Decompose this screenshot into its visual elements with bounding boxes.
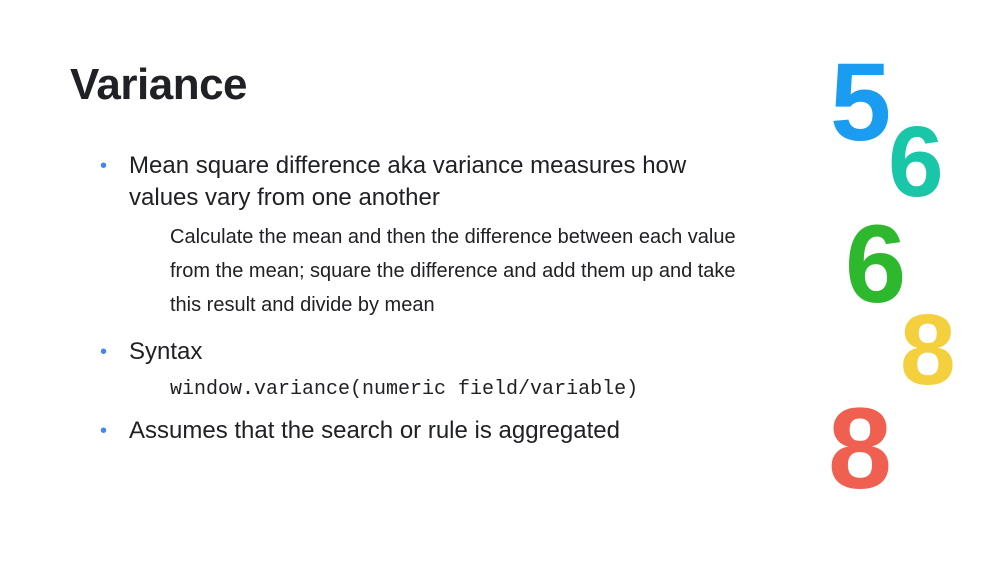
code-syntax: window.variance(numeric field/variable) [170, 378, 760, 401]
bullet-text: Assumes that the search or rule is aggre… [129, 415, 620, 447]
decorative-number-5: 5 [830, 48, 891, 158]
decorative-number-6: 6 [888, 112, 944, 212]
bullet-marker: • [100, 415, 107, 447]
slide-content: • Mean square difference aka variance me… [100, 150, 760, 453]
bullet-text: Mean square difference aka variance meas… [129, 150, 760, 214]
bullet-text: Syntax [129, 336, 202, 368]
bullet-item: • Mean square difference aka variance me… [100, 150, 760, 214]
decorative-number-8: 8 [828, 392, 892, 507]
slide: Variance • Mean square difference aka va… [0, 0, 999, 562]
bullet-subtext: Calculate the mean and then the differen… [170, 220, 760, 322]
decorative-number-8: 8 [900, 300, 956, 400]
bullet-item: • Syntax [100, 336, 760, 368]
bullet-marker: • [100, 150, 107, 182]
bullet-marker: • [100, 336, 107, 368]
decorative-number-6: 6 [845, 210, 906, 320]
slide-title: Variance [70, 60, 247, 110]
bullet-item: • Assumes that the search or rule is agg… [100, 415, 760, 447]
